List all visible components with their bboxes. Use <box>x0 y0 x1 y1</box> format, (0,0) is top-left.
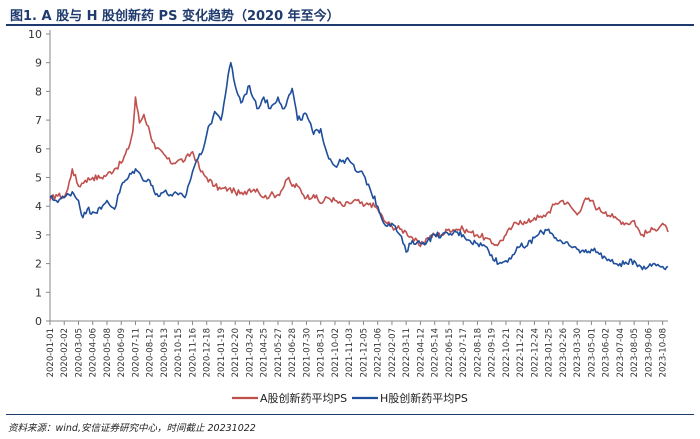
legend-label: H股创新药平均PS <box>380 391 468 405</box>
x-tick-label: 2021-11-03 <box>345 328 355 377</box>
y-tick-label: 10 <box>28 28 42 41</box>
x-tick-label: 2023-06-02 <box>602 328 612 377</box>
y-tick-label: 2 <box>35 258 42 271</box>
x-tick-label: 2020-10-15 <box>174 328 184 377</box>
x-tick-label: 2021-01-19 <box>217 328 227 377</box>
x-tick-label: 2021-10-02 <box>331 328 341 377</box>
y-tick-label: 7 <box>35 114 42 127</box>
legend-label: A股创新药平均PS <box>260 391 347 405</box>
y-tick-label: 6 <box>35 143 42 156</box>
x-tick-label: 2022-09-19 <box>488 328 498 377</box>
y-tick-label: 5 <box>35 172 42 185</box>
footer-rule <box>6 414 694 415</box>
x-tick-label: 2023-08-05 <box>630 328 640 377</box>
x-tick-label: 2022-10-21 <box>502 328 512 377</box>
x-tick-label: 2020-01-01 <box>46 328 56 377</box>
y-tick-label: 4 <box>35 200 42 213</box>
x-tick-label: 2022-11-22 <box>516 328 526 377</box>
x-tick-label: 2022-08-18 <box>473 328 483 377</box>
x-tick-label: 2022-02-07 <box>388 328 398 377</box>
x-tick-label: 2022-12-24 <box>530 328 540 377</box>
x-tick-label: 2022-03-11 <box>402 328 412 377</box>
x-axis: 2020-01-01 2020-02-02 2020-03-05 2020-04-06… <box>46 320 669 377</box>
x-tick-label: 2020-02-02 <box>60 328 70 377</box>
x-tick-label: 2022-05-14 <box>431 328 441 377</box>
x-tick-label: 2021-05-27 <box>274 328 284 377</box>
chart-title: 图1. A 股与 H 股创新药 PS 变化趋势（2020 年至今） <box>10 9 340 24</box>
x-tick-label: 2020-08-12 <box>146 328 156 377</box>
x-tick-label: 2023-03-30 <box>573 328 583 377</box>
legend: A股创新药平均PS H股创新药平均PS <box>232 391 468 405</box>
x-tick-label: 2020-11-16 <box>188 328 198 377</box>
series-line-a-share <box>49 96 669 248</box>
x-tick-label: 2020-12-18 <box>203 328 213 377</box>
x-tick-label: 2021-02-20 <box>231 328 241 377</box>
x-tick-label: 2020-09-13 <box>160 328 170 377</box>
x-tick-label: 2020-03-05 <box>74 328 84 377</box>
x-tick-label: 2021-08-31 <box>317 328 327 377</box>
y-tick-label: 9 <box>35 57 42 70</box>
x-tick-label: 2023-10-08 <box>659 328 669 377</box>
y-tick-label: 1 <box>35 286 42 299</box>
x-tick-label: 2023-01-25 <box>545 328 555 377</box>
ps-trend-chart: 0 1 2 3 4 5 6 7 8 9 10 2020-01-01 2020-02-02 2020-03… <box>28 28 669 405</box>
x-tick-label: 2020-04-06 <box>89 328 99 377</box>
x-tick-label: 2020-06-09 <box>117 328 127 377</box>
series-line-h-share <box>49 61 669 271</box>
x-tick-label: 2022-07-17 <box>459 328 469 377</box>
title-bar: 图1. A 股与 H 股创新药 PS 变化趋势（2020 年至今） <box>6 4 694 26</box>
y-axis: 0 1 2 3 4 5 6 7 8 9 10 <box>28 28 51 328</box>
series-layer <box>49 61 669 271</box>
y-tick-label: 8 <box>35 85 42 98</box>
x-tick-label: 2022-04-12 <box>416 328 426 377</box>
x-tick-label: 2023-07-04 <box>616 328 626 377</box>
x-tick-label: 2020-05-08 <box>103 328 113 377</box>
x-tick-label: 2023-02-26 <box>559 328 569 377</box>
source-note: 资料来源：wind,安信证券研究中心，时间截止 20231022 <box>8 423 256 434</box>
x-tick-label: 2023-09-06 <box>644 328 654 377</box>
x-tick-label: 2021-04-25 <box>260 328 270 377</box>
x-tick-label: 2020-07-11 <box>131 328 141 377</box>
y-tick-label: 0 <box>35 315 42 328</box>
x-tick-label: 2022-06-15 <box>445 328 455 377</box>
x-tick-label: 2021-12-05 <box>359 328 369 377</box>
x-tick-label: 2021-07-30 <box>302 328 312 377</box>
x-tick-label: 2021-06-28 <box>288 328 298 377</box>
x-tick-label: 2022-01-06 <box>374 328 384 377</box>
x-tick-label: 2023-05-01 <box>587 328 597 377</box>
y-tick-label: 3 <box>35 229 42 242</box>
x-tick-label: 2021-03-24 <box>245 328 255 377</box>
